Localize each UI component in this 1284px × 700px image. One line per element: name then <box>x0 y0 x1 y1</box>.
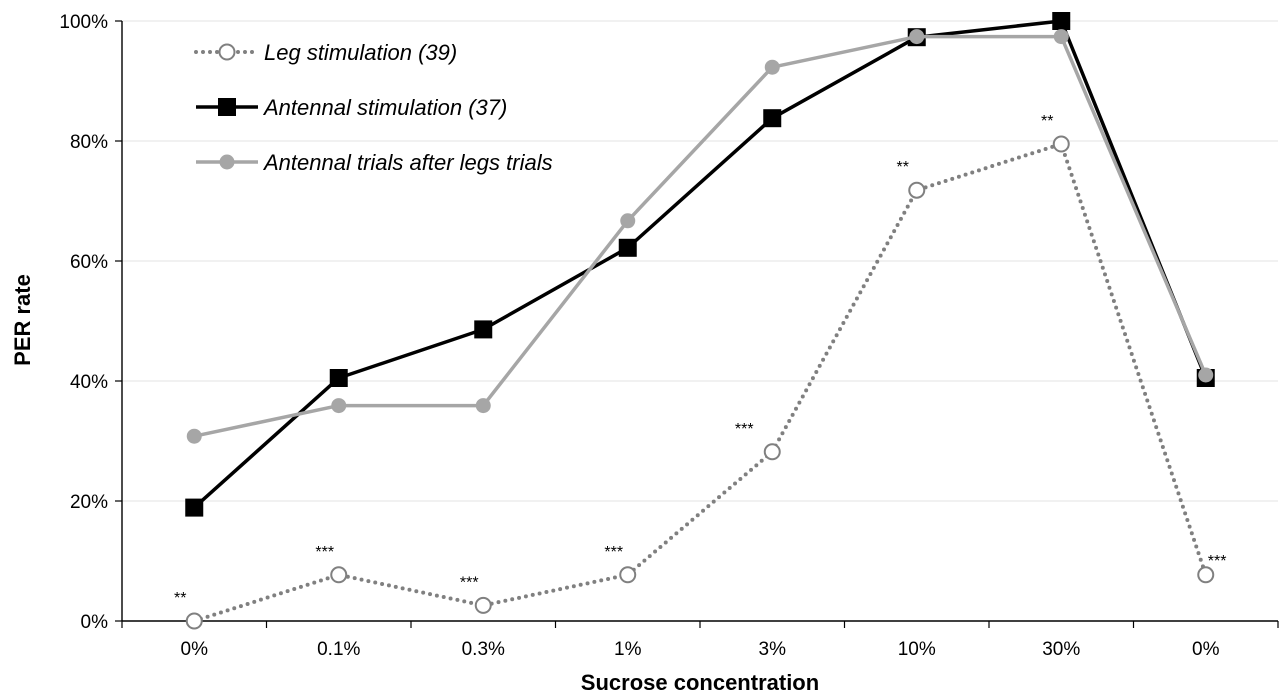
data-point <box>474 320 492 338</box>
legend-item-0: Leg stimulation (39) <box>196 40 457 65</box>
series-1 <box>185 12 1215 517</box>
x-tick-label: 0% <box>181 639 209 660</box>
data-point <box>187 614 202 629</box>
x-tick-label: 0% <box>1192 639 1220 660</box>
data-point <box>331 567 346 582</box>
y-tick-label: 80% <box>70 132 108 153</box>
significance-mark: ** <box>1041 113 1053 130</box>
gridlines <box>122 21 1278 501</box>
legend-marker <box>218 98 236 116</box>
legend-marker <box>220 45 235 60</box>
data-point <box>330 369 348 387</box>
y-axis-title: PER rate <box>10 274 35 366</box>
data-point <box>909 29 924 44</box>
y-tick-label: 60% <box>70 252 108 273</box>
legend-label: Leg stimulation (39) <box>264 40 457 65</box>
data-point <box>1198 368 1213 383</box>
legend-item-2: Antennal trials after legs trials <box>196 150 553 175</box>
x-tick-label: 1% <box>614 639 642 660</box>
data-point <box>187 429 202 444</box>
x-tick-label: 3% <box>759 639 787 660</box>
legend: Leg stimulation (39) Antennal stimulation… <box>196 40 553 175</box>
x-tick-label: 0.3% <box>462 639 505 660</box>
x-axis-title: Sucrose concentration <box>581 670 819 695</box>
data-point <box>1052 12 1070 30</box>
x-tick-label: 10% <box>898 639 936 660</box>
data-point <box>185 499 203 517</box>
y-tick-label: 40% <box>70 372 108 393</box>
significance-mark: *** <box>460 574 479 591</box>
significance-annotations: ********************* <box>174 113 1226 607</box>
data-point <box>619 239 637 257</box>
data-point <box>620 213 635 228</box>
data-point <box>331 398 346 413</box>
y-tick-label: 20% <box>70 492 108 513</box>
data-point <box>909 183 924 198</box>
significance-mark: ** <box>897 159 909 176</box>
data-point <box>1054 29 1069 44</box>
x-tick-label: 0.1% <box>317 639 360 660</box>
data-point <box>1054 137 1069 152</box>
data-point <box>765 60 780 75</box>
y-tick-label: 100% <box>59 12 108 33</box>
x-tick-label: 30% <box>1042 639 1080 660</box>
data-point <box>476 398 491 413</box>
legend-label: Antennal trials after legs trials <box>262 150 553 175</box>
y-tick-label: 0% <box>81 612 109 633</box>
significance-mark: ** <box>174 590 186 607</box>
data-point <box>765 444 780 459</box>
data-point <box>620 567 635 582</box>
significance-mark: *** <box>604 544 623 561</box>
legend-label: Antennal stimulation (37) <box>262 95 507 120</box>
significance-mark: *** <box>735 421 754 438</box>
data-point <box>763 109 781 127</box>
series-line <box>194 21 1206 508</box>
significance-mark: *** <box>315 544 334 561</box>
legend-item-1: Antennal stimulation (37) <box>196 95 507 120</box>
significance-mark: *** <box>1208 553 1227 570</box>
legend-marker <box>220 155 235 170</box>
data-point <box>476 598 491 613</box>
